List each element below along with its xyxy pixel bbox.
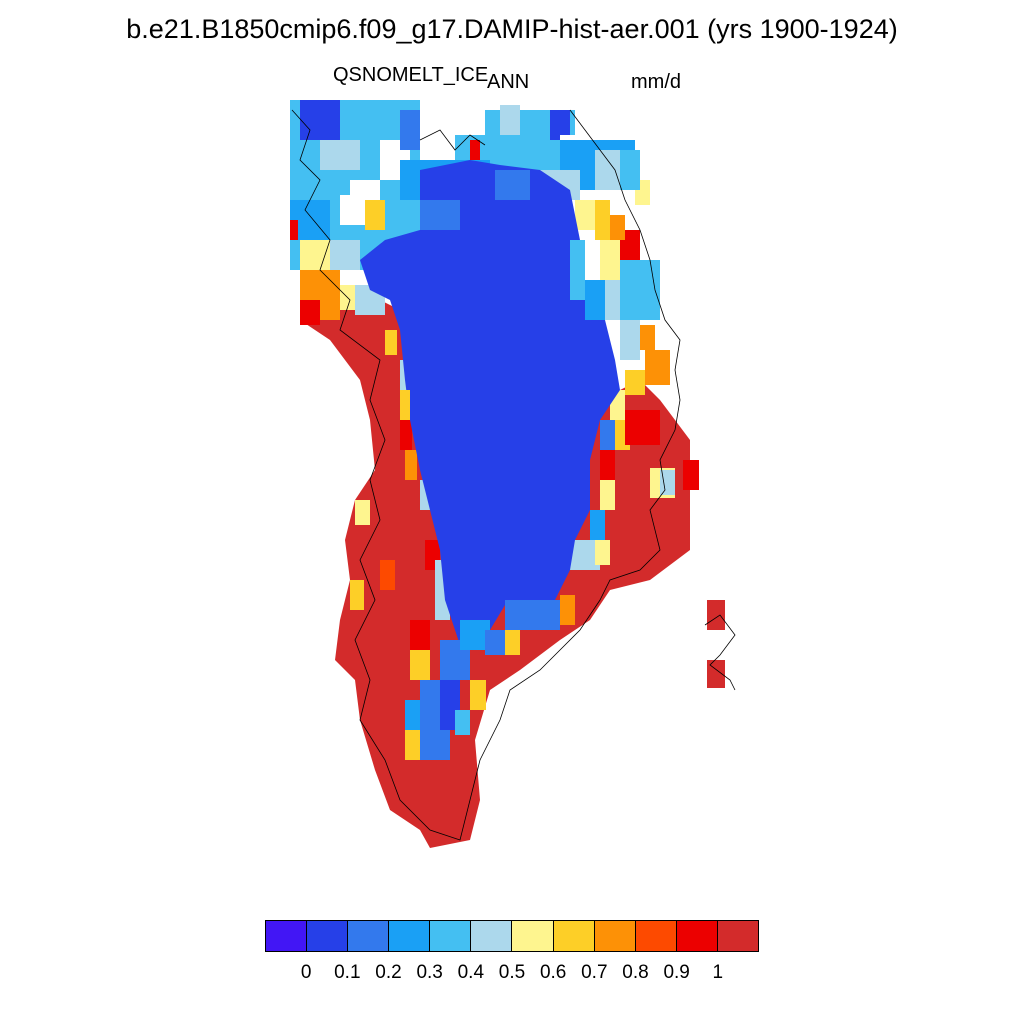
- season-label: ANN: [487, 71, 530, 93]
- colorbar: [265, 920, 759, 952]
- interior-ice-region: [360, 160, 620, 760]
- colorbar-label: 0.7: [581, 962, 608, 983]
- colorbar-box: [512, 921, 554, 951]
- colorbar-box: [717, 921, 758, 951]
- units-label: mm/d: [631, 71, 681, 93]
- colorbar-box: [307, 921, 349, 951]
- colorbar-box: [635, 921, 677, 951]
- colorbar-box: [348, 921, 390, 951]
- colorbar-label: 0: [300, 962, 312, 983]
- colorbar-label: 0.3: [416, 962, 443, 983]
- colorbar-label: 0.2: [375, 962, 402, 983]
- colorbar-box: [430, 921, 472, 951]
- colorbar-label: 0.6: [539, 962, 567, 983]
- colorbar-label: 0.4: [457, 962, 485, 983]
- colorbar-box: [389, 921, 431, 951]
- colorbar-box: [594, 921, 636, 951]
- colorbar-box: [676, 921, 718, 951]
- colorbar-label: 1: [712, 962, 724, 983]
- plot-title: b.e21.B1850cmip6.f09_g17.DAMIP-hist-aer.…: [126, 14, 898, 44]
- colorbar-label: 0.1: [334, 962, 361, 983]
- colorbar-label: 0.5: [498, 962, 526, 983]
- variable-label: QSNOMELT_ICE: [333, 64, 489, 86]
- colorbar-label: 0.9: [663, 962, 690, 983]
- colorbar-label: 0.8: [622, 962, 649, 983]
- colorbar-box: [553, 921, 595, 951]
- colorbar-box: [471, 921, 513, 951]
- coastline: [291, 109, 736, 841]
- colorbar-box: [266, 921, 308, 951]
